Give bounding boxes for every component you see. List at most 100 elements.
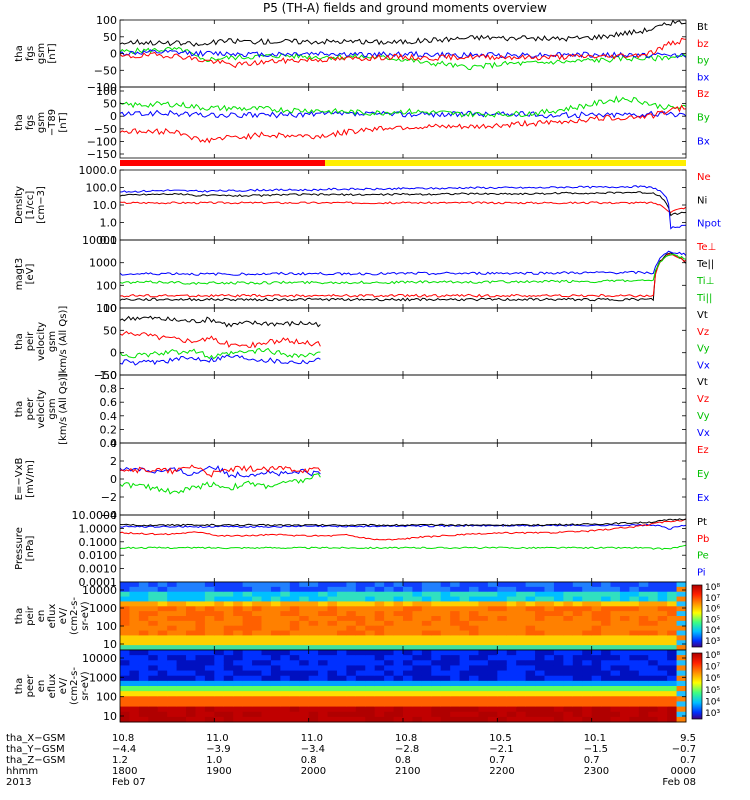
y-tick-label: 0.2	[100, 423, 118, 436]
y-tick-label: 10000	[82, 652, 117, 665]
x-tick-value: 1.2	[112, 755, 128, 766]
y-tick-label: 1000	[89, 671, 117, 684]
legend-label: Bt	[697, 22, 708, 33]
y-tick-label: 10	[103, 710, 117, 723]
colorbar-tick-label: 10⁴	[705, 697, 720, 707]
y-tick-label: 10000	[82, 234, 117, 247]
y-axis-label: fgs	[25, 115, 36, 130]
series-line	[120, 20, 686, 47]
y-tick-label: 0.1000	[79, 536, 118, 549]
series-line	[120, 253, 686, 286]
y-tick-label: 10	[103, 302, 117, 315]
colorbar-tick-label: 10⁷	[705, 663, 720, 673]
x-tick-value: −2.8	[395, 744, 419, 755]
y-axis-label: E=−VxB	[14, 458, 25, 501]
panel-frame	[119, 86, 687, 159]
y-axis-label: en	[36, 680, 47, 693]
x-tick-value: 0000	[671, 766, 696, 777]
y-tick-label: 50	[103, 98, 117, 111]
x-tick-value: 0.7	[680, 755, 696, 766]
y-axis-label: peer	[25, 674, 36, 698]
x-tick-value: 1900	[206, 766, 231, 777]
series-line	[120, 544, 686, 550]
legend-label: By	[697, 113, 710, 124]
y-axis-label: tha	[14, 678, 25, 694]
series-line	[120, 109, 686, 119]
legend-label: Pi	[697, 567, 706, 578]
series-line	[120, 37, 686, 69]
x-tick-value: 10.8	[112, 733, 134, 744]
y-tick-label: 1.0	[100, 369, 118, 382]
series-line	[120, 518, 686, 541]
panel-peer-velocity: 1.00.80.60.40.20.0 tha peer velocity gsm [km/…	[14, 369, 710, 450]
colorbar-tick-label: 10⁶	[705, 674, 720, 684]
y-axis-label: velocity	[36, 322, 47, 361]
y-axis-label: [km/s (All Qs)]	[58, 373, 69, 445]
y-axis-label: Density	[14, 186, 25, 224]
y-tick-label: 0.6	[100, 396, 118, 409]
y-tick-label: 1000	[89, 602, 117, 615]
series-line	[120, 330, 321, 349]
x-tick-value: 10.5	[489, 733, 511, 744]
x-tick-value: 0.7	[584, 755, 600, 766]
panel-peir-velocity: 100 50 0 −50 tha peir velocity gsm [km/s (All Qs…	[14, 302, 710, 382]
legend-label: Ne	[697, 172, 711, 183]
y-axis-label: tha	[14, 608, 25, 624]
panel-frame	[119, 442, 687, 516]
x-tick-value: 10.1	[584, 733, 606, 744]
colorbar-tick-label: 10⁵	[705, 686, 720, 696]
y-tick-label: 100	[96, 691, 117, 704]
y-axis-label: sr-eV)	[80, 671, 91, 700]
legend-label: Vz	[697, 327, 709, 338]
y-tick-label: 100	[96, 14, 117, 27]
series-line	[120, 191, 686, 217]
y-tick-label: 0	[110, 347, 117, 360]
y-tick-label: 10.0	[93, 199, 118, 212]
y-tick-label: 100	[96, 279, 117, 292]
y-axis-label: fgs	[25, 46, 36, 61]
panel-density: 1000.0 100.0 10.0 1.0 0.1 Density [1/cc] [cm−3]…	[14, 164, 721, 247]
y-tick-label: 0	[110, 110, 117, 123]
y-axis-label: en	[36, 610, 47, 623]
y-axis-label: [nT]	[58, 112, 69, 132]
x-row-label: tha_X−GSM	[6, 733, 65, 744]
y-tick-label: −100	[87, 81, 117, 94]
y-axis-label: gsm	[47, 398, 58, 419]
series-line	[120, 523, 686, 530]
legend-label: Vx	[697, 360, 710, 371]
legend-label: Vy	[697, 344, 710, 355]
legend-label: Ti⊥	[696, 276, 714, 287]
colorbar-tick-label: 10⁴	[705, 626, 720, 636]
y-axis-label: [1/cc]	[25, 191, 36, 220]
y-axis-label: tha	[14, 333, 25, 349]
x-tick-value: 0.8	[301, 755, 317, 766]
colorbar-tick-label: 10³	[705, 709, 720, 719]
series-line	[120, 354, 321, 366]
legend-label: Pe	[697, 551, 709, 562]
series-line	[120, 518, 686, 527]
legend-label: Vz	[697, 394, 709, 405]
y-axis-label: [km/s (All Qs)]	[58, 306, 69, 378]
y-tick-label: −4	[101, 509, 117, 522]
x-tick-value: −4.4	[112, 744, 136, 755]
x-tick-value: −1.5	[584, 744, 608, 755]
series-line	[120, 252, 686, 302]
legend-label: bz	[697, 39, 709, 50]
y-tick-label: 0	[110, 48, 117, 61]
x-tick-value: 2000	[301, 766, 326, 777]
x-tick-value: 11.0	[206, 733, 228, 744]
legend-label: Pb	[697, 534, 709, 545]
series-line	[120, 347, 321, 360]
y-tick-label: −50	[94, 369, 117, 382]
x-row-label: 2013	[6, 777, 31, 788]
panel-fgs: 100 50 0 −50 −100 tha fgs gsm [nT] Bt bz by bx	[14, 14, 709, 94]
x-axis-labels: tha_X−GSMtha_Y−GSMtha_Z−GSMhhmm201310.8−…	[6, 733, 696, 788]
y-tick-label: 0.0100	[79, 549, 118, 562]
y-tick-label: 10.0000	[72, 509, 118, 522]
y-tick-label: 50	[103, 324, 117, 337]
x-tick-value: −3.4	[301, 744, 325, 755]
x-tick-value: 0.8	[395, 755, 411, 766]
panel-frame	[119, 169, 687, 241]
